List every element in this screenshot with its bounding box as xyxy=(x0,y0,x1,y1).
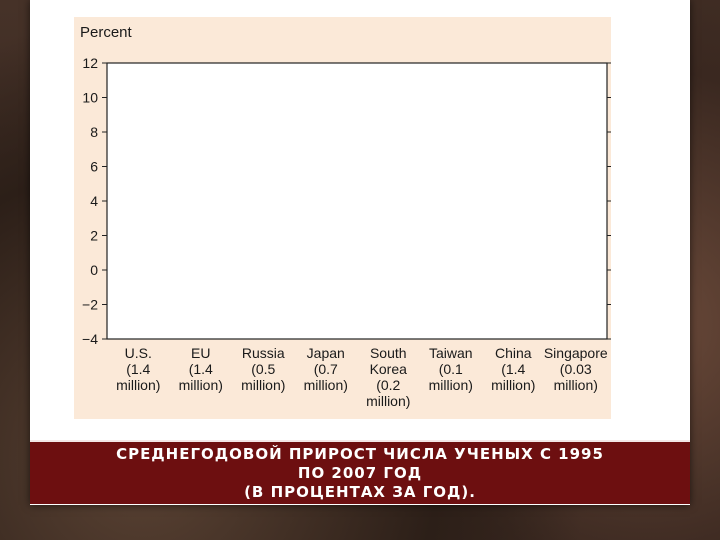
y-tick-label: 4 xyxy=(90,193,98,209)
x-tick-label: China (1.4 million) xyxy=(491,345,535,393)
y-tick-label: 0 xyxy=(90,262,98,278)
chart-panel: Percent 12 10 8 6 4 2 0 −2 −4 U.S. (1.4 million) EU… xyxy=(74,17,611,419)
caption-line-1: Среднегодовой прирост числа ученых с 199… xyxy=(116,445,604,463)
y-tick-label: −4 xyxy=(82,331,98,347)
y-tick-label: 12 xyxy=(82,55,98,71)
y-tick-label: −2 xyxy=(82,297,98,313)
y-tick-label: 6 xyxy=(90,159,98,175)
x-tick-label: Taiwan (0.1 million) xyxy=(429,345,473,393)
caption-line-3: (в процентах за год). xyxy=(244,483,476,501)
axes xyxy=(102,62,611,340)
caption-band: Среднегодовой прирост числа ученых с 199… xyxy=(30,440,690,504)
x-tick-label: Singapore (0.03 million) xyxy=(544,345,608,393)
plot-area xyxy=(106,62,608,340)
caption-line-2: по 2007 год xyxy=(297,464,423,482)
y-axis-label: Percent xyxy=(80,24,133,41)
y-tick-label: 10 xyxy=(82,90,98,106)
x-tick-label: Russia (0.5 million) xyxy=(241,345,285,393)
y-tick-labels: 12 10 8 6 4 2 0 −2 −4 xyxy=(82,55,98,347)
x-tick-label: U.S. (1.4 million) xyxy=(116,345,160,393)
x-tick-label: South Korea (0.2 million) xyxy=(366,345,410,409)
y-tick-label: 8 xyxy=(90,124,98,140)
bar-chart: Percent 12 10 8 6 4 2 0 −2 −4 U.S. (1.4 million) EU… xyxy=(80,24,611,409)
x-tick-label: Japan (0.7 million) xyxy=(304,345,348,393)
y-tick-label: 2 xyxy=(90,228,98,244)
x-tick-label: EU (1.4 million) xyxy=(179,345,223,393)
x-tick-labels: U.S. (1.4 million) EU (1.4 million) Russia (0.5… xyxy=(116,345,608,409)
